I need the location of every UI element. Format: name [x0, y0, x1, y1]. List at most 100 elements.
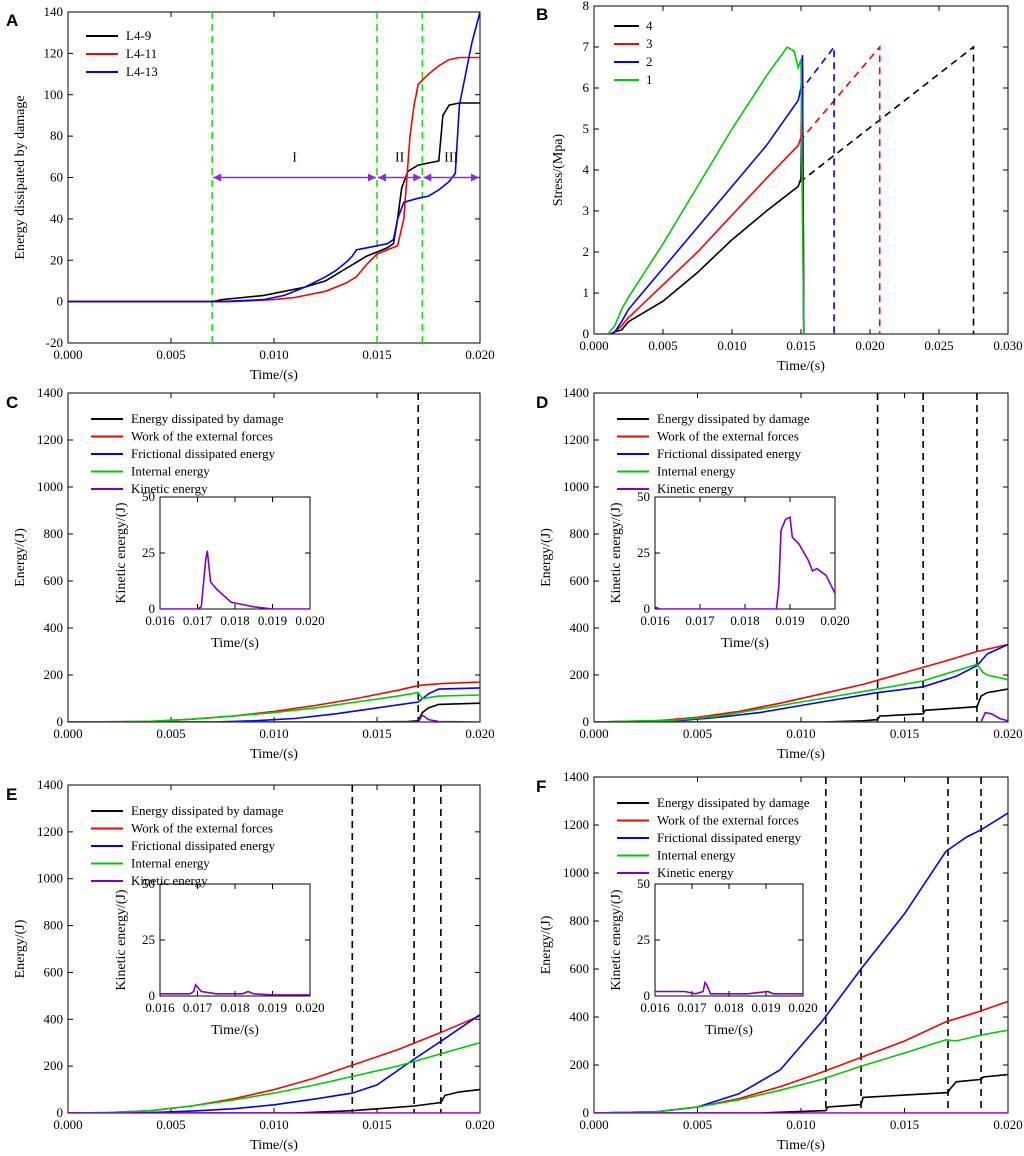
- panel-e-ytick-label: 1000: [37, 871, 63, 886]
- panel-a-legend: L4-9 L4-11 L4-13: [86, 28, 158, 79]
- panel-d-legend-label: Internal energy: [657, 464, 736, 479]
- panel-b-ytick-label: 1: [583, 285, 590, 300]
- panel-f-inset-ytick-label: 25: [637, 932, 650, 947]
- panel-e-letter: E: [6, 785, 17, 804]
- panel-d-ytick-label: 800: [570, 526, 590, 541]
- panel-e-xtick-label: 0.020: [465, 1117, 494, 1132]
- panel-c-legend-label: Kinetic energy: [131, 481, 208, 496]
- panel-f-inset-xtick-label: 0.018: [714, 1000, 743, 1015]
- panel-d-inset-xtick-label: 0.017: [685, 613, 715, 628]
- panel-b-legend-label: 4: [646, 18, 653, 33]
- panel-c-inset: 0.016 0.017 0.018 0.019 0.020 0 25 50 Time/(s) Ki…: [114, 489, 325, 651]
- panel-f-xtick-label: 0.020: [993, 1117, 1022, 1132]
- panel-b-legend-label: 1: [646, 72, 653, 87]
- panel-d-legend-label: Work of the external forces: [657, 429, 799, 444]
- panel-d-series-line-3: [594, 663, 1008, 722]
- panel-e-inset: 0.016 0.017 0.018 0.019 0.020 0 25 50 Time/(s) Ki…: [114, 876, 325, 1038]
- panel-b-xtick-label: 0.000: [579, 338, 608, 353]
- panel-a-ytick-label: 40: [50, 211, 63, 226]
- panel-c-legend-label: Frictional dissipated energy: [131, 446, 276, 461]
- panel-f-legend-label: Kinetic energy: [657, 865, 734, 880]
- panel-c-ytick-label: 200: [44, 667, 64, 682]
- panel-f-chart: 0.000 0.005 0.010 0.015 0.020 0 200 400 600 800 10…: [536, 769, 1023, 1153]
- panel-d-series-line-4: [594, 711, 1008, 722]
- panel-f-letter: F: [536, 777, 546, 796]
- panel-f-xtick-label: 0.015: [890, 1117, 919, 1132]
- panel-a-chart: 0.000 0.005 0.010 0.015 0.020 -20 0 20 40 60 80 100…: [6, 4, 495, 383]
- panel-a-xtick-label: 0.010: [259, 347, 288, 362]
- panel-e-inset-xtick-label: 0.018: [220, 1000, 249, 1015]
- panel-a-xtick-label: 0.015: [362, 347, 391, 362]
- panel-e-plot-frame: [67, 784, 481, 1114]
- panel-b-ytick-label: 8: [583, 0, 590, 13]
- panel-d-inset-xtick-label: 0.018: [730, 613, 759, 628]
- panel-e-series-line-1: [68, 1015, 480, 1113]
- panel-b-xtick-label: 0.020: [855, 338, 884, 353]
- panel-a-ytick-label: 20: [50, 252, 63, 267]
- panel-e-inset-ytick-label: 25: [142, 932, 155, 947]
- panel-a-xtick-label: 0.020: [465, 347, 494, 362]
- panel-e-inset-y-axis-label: Kinetic energy/(J): [114, 889, 129, 991]
- panel-a-legend-label: L4-13: [126, 64, 158, 79]
- panel-b-xtick-label: 0.010: [717, 338, 746, 353]
- panel-b-series-dashed-0: [799, 45, 975, 334]
- panel-a-arrow-head-left: [213, 173, 222, 182]
- panel-a-ytick-label: 80: [50, 128, 63, 143]
- panel-c-inset-xtick-label: 0.018: [220, 613, 249, 628]
- panel-c-letter: C: [6, 393, 18, 412]
- panel-b-ytick-label: 2: [583, 244, 590, 259]
- panel-f-inset-plot-frame: [654, 883, 804, 997]
- panel-e-ytick-label: 800: [44, 918, 64, 933]
- panel-d-y-axis-label: Energy/(J): [539, 528, 554, 587]
- panel-a-x-axis-label: Time/(s): [250, 368, 298, 383]
- panel-a-ytick-label: 100: [44, 87, 64, 102]
- panel-f-inset-kinetic-line: [655, 980, 803, 995]
- panel-e-legend-label: Internal energy: [131, 856, 210, 871]
- panel-f-ytick-label: 800: [570, 913, 590, 928]
- panel-f-inset-y-axis-label: Kinetic energy/(J): [609, 889, 624, 991]
- panel-c-ytick-label: 1000: [37, 479, 63, 494]
- panel-e-xtick-label: 0.000: [53, 1117, 82, 1132]
- panel-d-legend-label: Energy dissipated by damage: [657, 411, 810, 426]
- panel-f-inset: 0.016 0.017 0.018 0.019 0.020 0 25 50 Time/(s) Ki…: [609, 876, 818, 1038]
- panel-e-legend-label: Energy dissipated by damage: [131, 803, 284, 818]
- panel-f-series-line-3: [594, 1029, 1008, 1113]
- panel-a-arrow-head-left: [378, 173, 386, 182]
- panel-b-series-line-0: [594, 67, 805, 334]
- panel-c-xtick-label: 0.005: [156, 726, 185, 741]
- panel-d-inset-ytick-label: 0: [644, 601, 651, 616]
- panel-c-xtick-label: 0.000: [53, 726, 82, 741]
- panel-c-inset-x-axis-label: Time/(s): [211, 636, 259, 651]
- panel-c-x-axis-label: Time/(s): [250, 747, 298, 762]
- panel-b-series-line-3: [594, 45, 805, 334]
- panel-a-arrow-head-right: [368, 173, 376, 182]
- panel-a-series-line-0: [68, 102, 480, 303]
- panel-a-stage-label: II: [395, 151, 405, 166]
- panel-d-inset-ytick-label: 25: [637, 545, 650, 560]
- panel-c-y-axis-label: Energy/(J): [13, 528, 28, 587]
- panel-b-ytick-label: 3: [583, 203, 590, 218]
- panel-e-ytick-label: 200: [44, 1058, 64, 1073]
- panel-e-inset-plot-frame: [159, 883, 311, 997]
- panel-c-legend-label: Internal energy: [131, 464, 210, 479]
- panel-b-ytick-label: 6: [583, 80, 590, 95]
- panel-b-ytick-label: 5: [583, 121, 590, 136]
- panel-c-ytick-label: 600: [44, 573, 64, 588]
- panel-b-y-axis-label: Stress/(Mpa): [551, 134, 566, 207]
- panel-e-inset-xtick-label: 0.019: [258, 1000, 287, 1015]
- panel-c-legend-label: Work of the external forces: [131, 429, 273, 444]
- panel-f-ytick-label: 400: [570, 1009, 590, 1024]
- panel-d-letter: D: [536, 393, 548, 412]
- panel-a-xtick-label: 0.000: [53, 347, 82, 362]
- panel-b-xtick-label: 0.005: [648, 338, 677, 353]
- panel-e-chart: 0.000 0.005 0.010 0.015 0.020 0 200 400 600 800 10…: [6, 777, 495, 1153]
- panel-b-ytick-label: 4: [583, 162, 590, 177]
- panel-f-ytick-label: 0: [583, 1105, 590, 1120]
- panel-f-xtick-label: 0.010: [786, 1117, 815, 1132]
- panel-a-arrow-head-right: [413, 173, 422, 182]
- panel-d-ytick-label: 600: [570, 573, 590, 588]
- panel-d-xtick-label: 0.015: [890, 726, 919, 741]
- panel-c-inset-y-axis-label: Kinetic energy/(J): [114, 502, 129, 604]
- panel-f-inset-ytick-label: 0: [644, 988, 651, 1003]
- panel-b-legend-label: 2: [646, 54, 653, 69]
